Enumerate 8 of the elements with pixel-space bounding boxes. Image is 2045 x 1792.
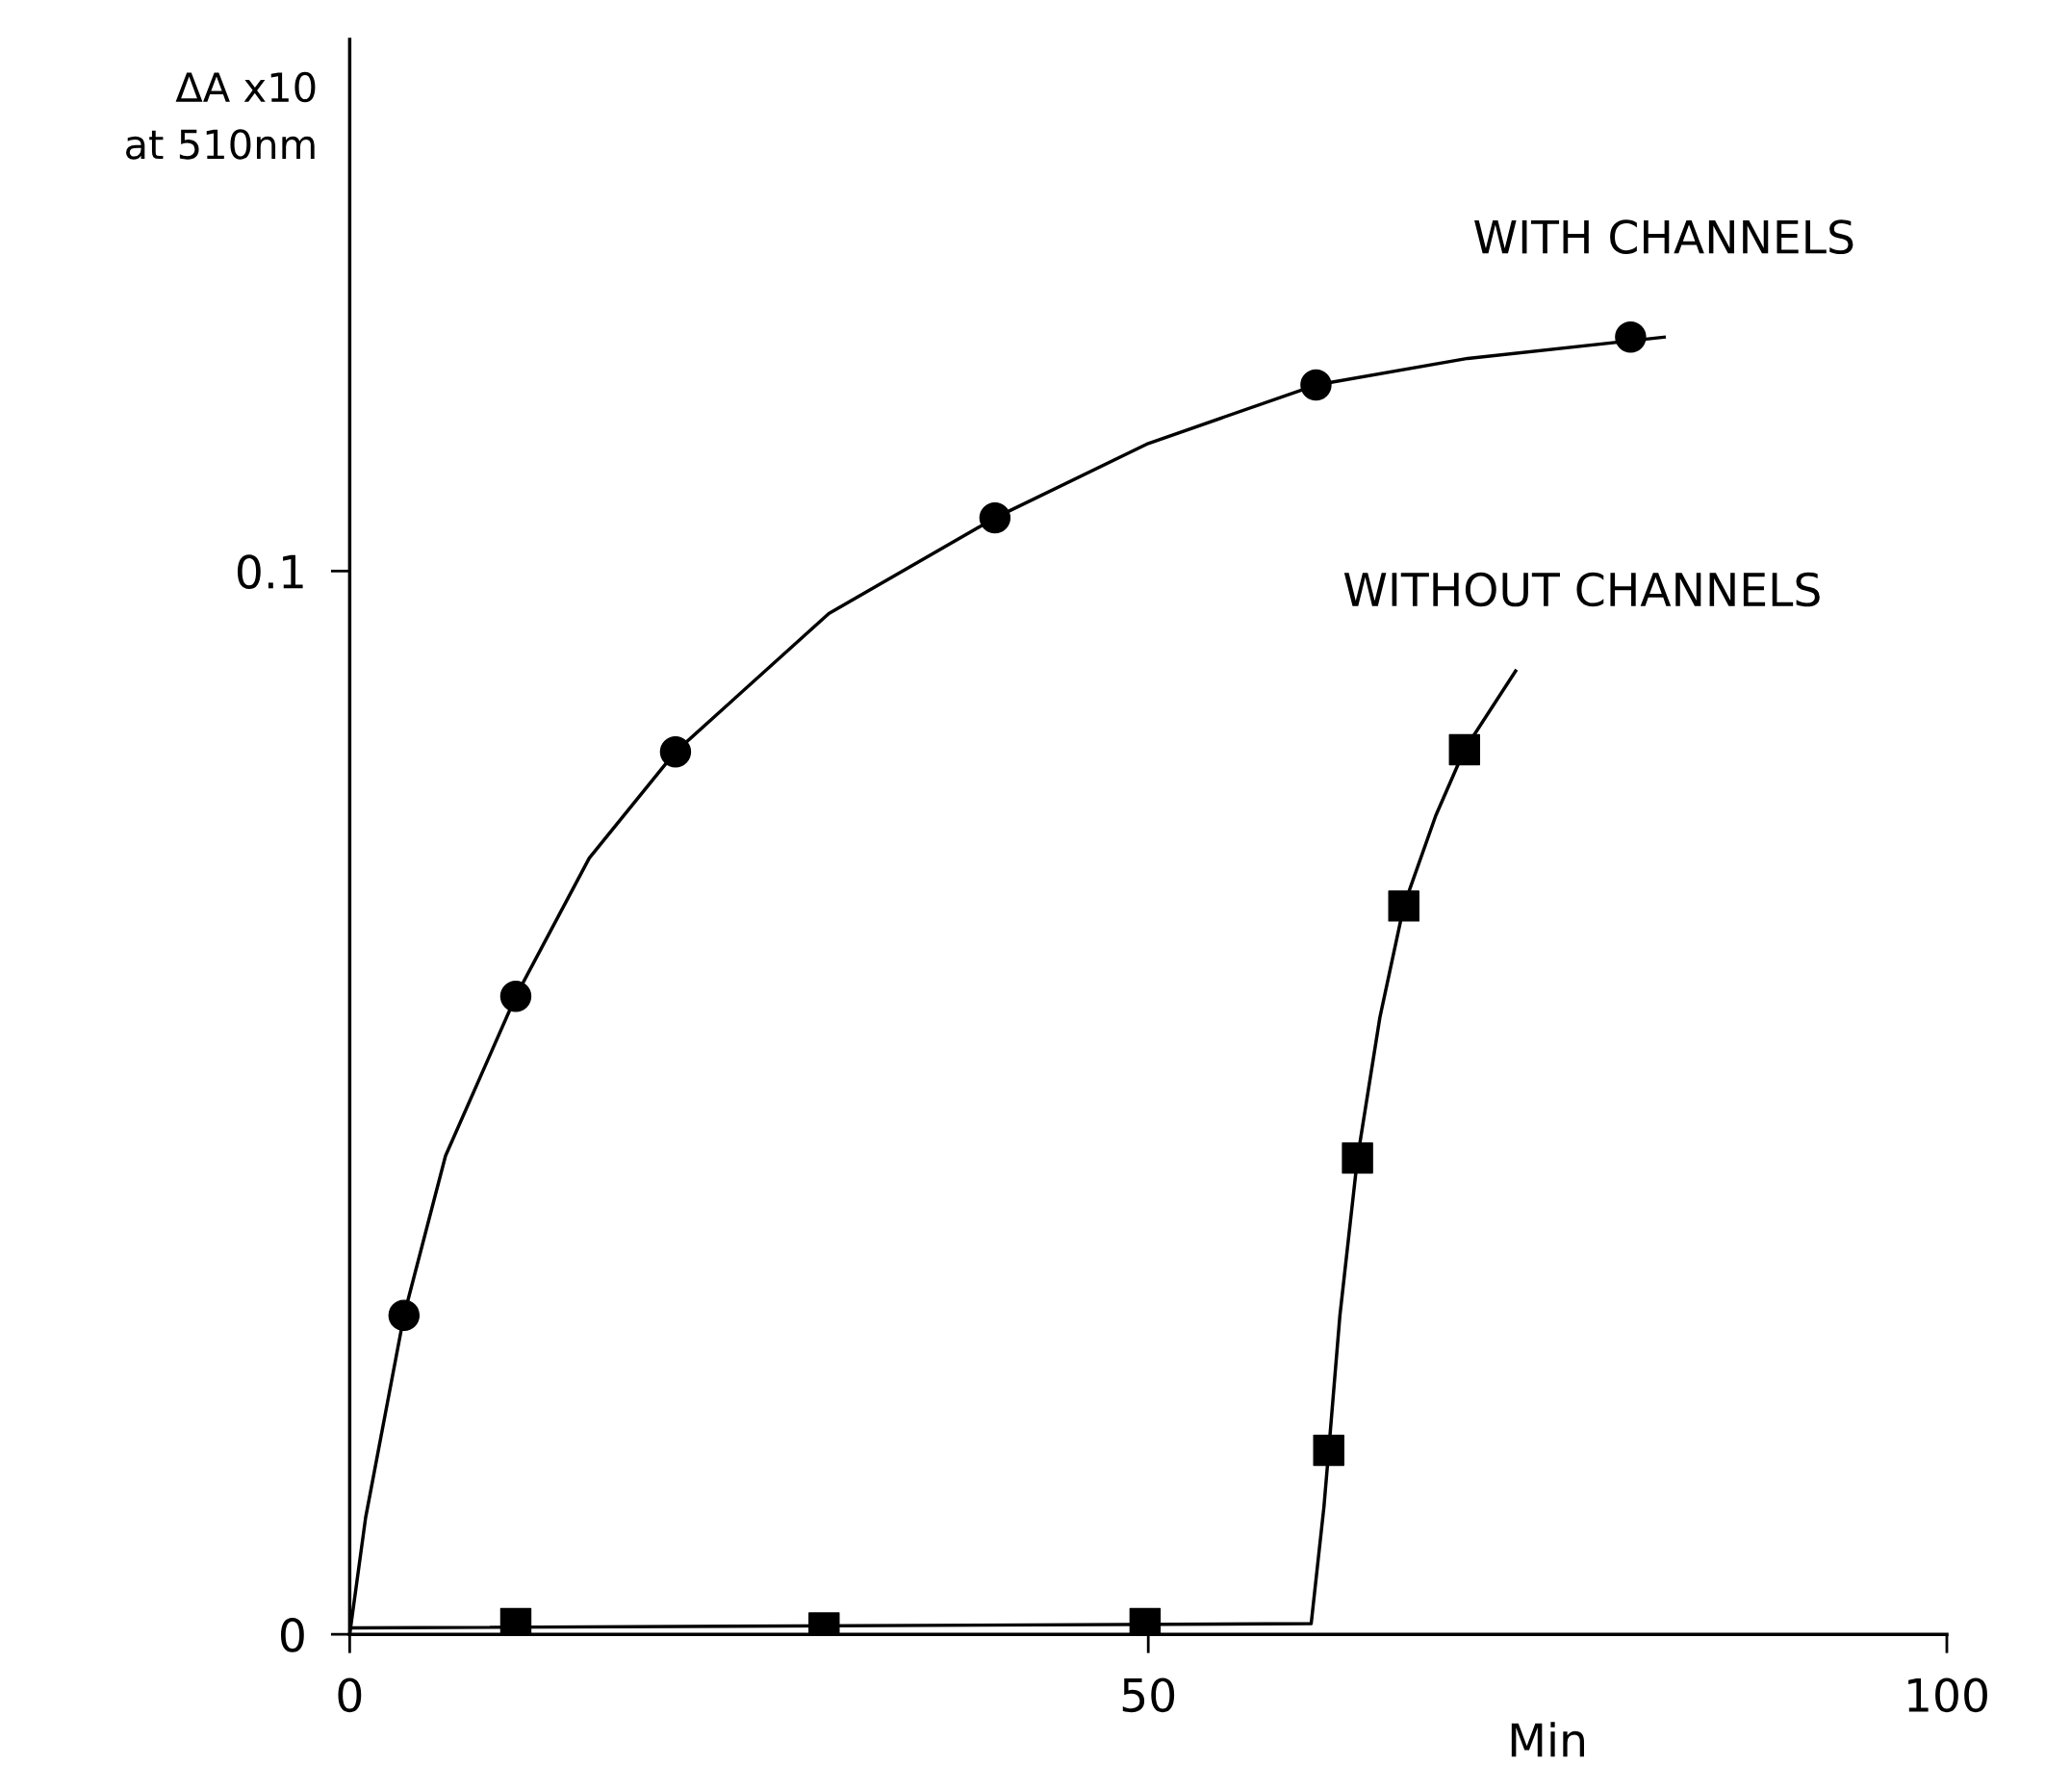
x-tick-label: 0 [338,1677,362,1713]
y-axis-title: ΔA x10 at 510nm [126,71,316,160]
x-axis-title: Min [1511,1722,1584,1757]
x-tick-label: 50 [1122,1677,1175,1713]
y-tick-label: 0.1 [237,554,303,589]
x-tick-label: 100 [1908,1677,1987,1713]
text: WITH CHANNELS [1474,219,1853,255]
text: WITHOUT CHANNELS [1343,572,1820,607]
